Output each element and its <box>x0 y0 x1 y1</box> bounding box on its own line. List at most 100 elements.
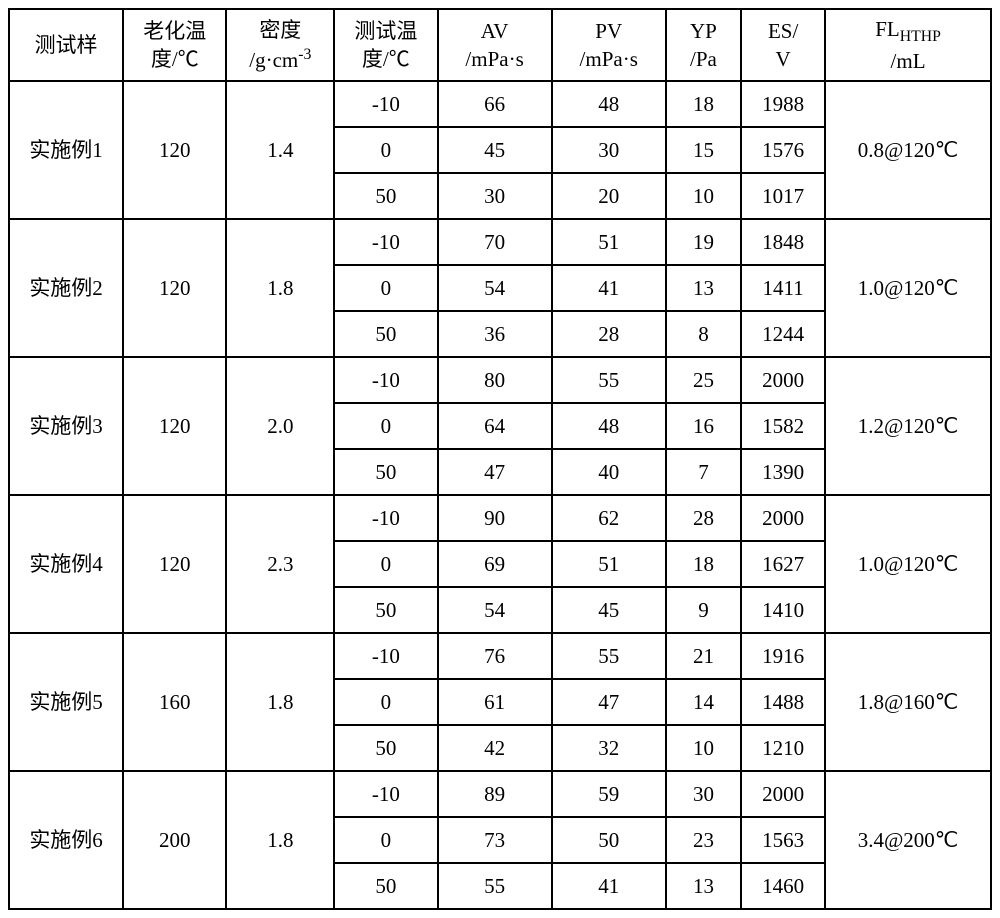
cell-test-temp: 0 <box>334 403 437 449</box>
cell-es: 1582 <box>741 403 825 449</box>
cell-sample: 实施例1 <box>9 81 123 219</box>
col-header-test-temp: 测试温 度/℃ <box>334 9 437 81</box>
cell-sample: 实施例6 <box>9 771 123 909</box>
cell-yp: 30 <box>666 771 741 817</box>
cell-yp: 10 <box>666 725 741 771</box>
cell-test-temp: -10 <box>334 633 437 679</box>
cell-av: 70 <box>438 219 552 265</box>
cell-pv: 45 <box>552 587 666 633</box>
col-header-fl: FLHTHP /mL <box>825 9 991 81</box>
cell-es: 1576 <box>741 127 825 173</box>
col-header-yp: YP /Pa <box>666 9 741 81</box>
cell-pv: 40 <box>552 449 666 495</box>
cell-yp: 8 <box>666 311 741 357</box>
cell-es: 1848 <box>741 219 825 265</box>
cell-pv: 48 <box>552 81 666 127</box>
cell-pv: 41 <box>552 265 666 311</box>
cell-av: 45 <box>438 127 552 173</box>
cell-pv: 41 <box>552 863 666 909</box>
cell-aging-temp: 120 <box>123 219 226 357</box>
cell-av: 69 <box>438 541 552 587</box>
cell-av: 61 <box>438 679 552 725</box>
header-text: ES/ <box>768 19 798 43</box>
cell-yp: 18 <box>666 541 741 587</box>
cell-es: 2000 <box>741 357 825 403</box>
cell-test-temp: -10 <box>334 357 437 403</box>
table-body: 实施例11201.4-1066481819880.8@120℃045301515… <box>9 81 991 909</box>
cell-test-temp: -10 <box>334 81 437 127</box>
cell-test-temp: -10 <box>334 771 437 817</box>
table-row: 实施例21201.8-1070511918481.0@120℃ <box>9 219 991 265</box>
cell-test-temp: 0 <box>334 679 437 725</box>
header-text: /mL <box>891 49 926 73</box>
cell-test-temp: 50 <box>334 311 437 357</box>
cell-density: 2.3 <box>226 495 334 633</box>
cell-test-temp: 50 <box>334 449 437 495</box>
table-row: 实施例11201.4-1066481819880.8@120℃ <box>9 81 991 127</box>
cell-sample: 实施例5 <box>9 633 123 771</box>
cell-av: 36 <box>438 311 552 357</box>
cell-density: 1.8 <box>226 219 334 357</box>
cell-es: 1411 <box>741 265 825 311</box>
cell-pv: 48 <box>552 403 666 449</box>
col-header-density: 密度 /g·cm-3 <box>226 9 334 81</box>
cell-pv: 62 <box>552 495 666 541</box>
table-row: 实施例62001.8-1089593020003.4@200℃ <box>9 771 991 817</box>
col-header-sample: 测试样 <box>9 9 123 81</box>
cell-yp: 9 <box>666 587 741 633</box>
cell-av: 47 <box>438 449 552 495</box>
header-text: YP <box>690 19 717 43</box>
cell-es: 1210 <box>741 725 825 771</box>
cell-test-temp: 50 <box>334 587 437 633</box>
col-header-es: ES/ V <box>741 9 825 81</box>
cell-pv: 50 <box>552 817 666 863</box>
cell-aging-temp: 120 <box>123 495 226 633</box>
col-header-pv: PV /mPa·s <box>552 9 666 81</box>
cell-fl: 1.0@120℃ <box>825 495 991 633</box>
header-text: 密度 <box>259 18 301 42</box>
cell-av: 30 <box>438 173 552 219</box>
cell-es: 2000 <box>741 495 825 541</box>
cell-test-temp: 0 <box>334 265 437 311</box>
cell-es: 1488 <box>741 679 825 725</box>
cell-yp: 7 <box>666 449 741 495</box>
cell-density: 1.8 <box>226 771 334 909</box>
cell-test-temp: -10 <box>334 219 437 265</box>
table-row: 实施例41202.3-1090622820001.0@120℃ <box>9 495 991 541</box>
header-text: AV <box>481 19 509 43</box>
cell-test-temp: 0 <box>334 541 437 587</box>
cell-av: 64 <box>438 403 552 449</box>
header-superscript: -3 <box>298 46 311 63</box>
cell-yp: 13 <box>666 265 741 311</box>
cell-pv: 28 <box>552 311 666 357</box>
data-table: 测试样 老化温 度/℃ 密度 /g·cm-3 测试温 度/℃ AV /mPa·s… <box>8 8 992 910</box>
cell-yp: 23 <box>666 817 741 863</box>
cell-es: 1627 <box>741 541 825 587</box>
table-row: 实施例31202.0-1080552520001.2@120℃ <box>9 357 991 403</box>
cell-pv: 47 <box>552 679 666 725</box>
cell-pv: 55 <box>552 357 666 403</box>
cell-av: 42 <box>438 725 552 771</box>
cell-av: 90 <box>438 495 552 541</box>
cell-yp: 19 <box>666 219 741 265</box>
cell-pv: 51 <box>552 219 666 265</box>
cell-yp: 25 <box>666 357 741 403</box>
cell-yp: 14 <box>666 679 741 725</box>
cell-av: 73 <box>438 817 552 863</box>
cell-pv: 32 <box>552 725 666 771</box>
cell-test-temp: 50 <box>334 863 437 909</box>
cell-pv: 51 <box>552 541 666 587</box>
cell-av: 66 <box>438 81 552 127</box>
cell-fl: 1.8@160℃ <box>825 633 991 771</box>
cell-yp: 21 <box>666 633 741 679</box>
cell-es: 2000 <box>741 771 825 817</box>
cell-sample: 实施例4 <box>9 495 123 633</box>
cell-test-temp: 50 <box>334 173 437 219</box>
cell-av: 54 <box>438 587 552 633</box>
header-text: V <box>776 47 791 71</box>
cell-es: 1916 <box>741 633 825 679</box>
cell-es: 1988 <box>741 81 825 127</box>
cell-av: 80 <box>438 357 552 403</box>
cell-aging-temp: 120 <box>123 357 226 495</box>
cell-sample: 实施例2 <box>9 219 123 357</box>
